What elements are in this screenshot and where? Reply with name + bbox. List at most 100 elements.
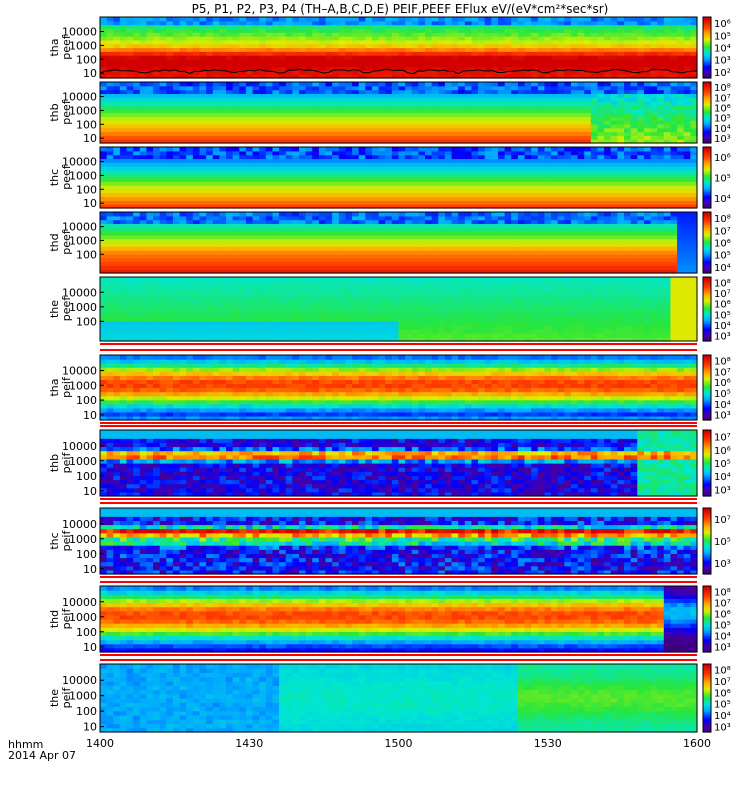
heatmap-cell [272, 177, 280, 182]
heatmap-cell [663, 17, 672, 22]
colorbar-cell [703, 183, 711, 186]
heatmap-cell [617, 47, 625, 52]
heatmap-cell [657, 147, 665, 152]
heatmap-cell [186, 192, 194, 198]
heatmap-cell [484, 89, 492, 95]
heatmap-cell [226, 51, 234, 56]
heatmap-cell [146, 43, 154, 49]
heatmap-cell [584, 169, 592, 175]
heatmap-cell [172, 47, 181, 52]
heatmap-cell [570, 185, 579, 190]
heatmap-cell [259, 231, 267, 236]
heatmap-cell [398, 108, 406, 114]
heatmap-cell [252, 97, 260, 102]
heatmap-cell [219, 242, 227, 247]
heatmap-cell [106, 47, 114, 52]
heatmap-cell [650, 147, 658, 152]
heatmap-cell [106, 39, 114, 45]
heatmap-cell [411, 82, 419, 87]
heatmap-cell [345, 51, 353, 56]
heatmap-cell [292, 28, 300, 33]
heatmap-cell [232, 127, 240, 133]
heatmap-cell [464, 162, 473, 167]
heatmap-cell [126, 135, 134, 140]
heatmap-cell [597, 162, 605, 167]
heatmap-cell [126, 265, 134, 270]
heatmap-cell [590, 47, 599, 52]
heatmap-cell [279, 250, 287, 255]
heatmap-cell [172, 32, 181, 37]
heatmap-cell [338, 62, 347, 68]
heatmap-cell [431, 120, 439, 125]
heatmap-cell [511, 62, 519, 68]
heatmap-cell [100, 20, 108, 26]
heatmap-cell [657, 89, 665, 95]
heatmap-cell [159, 104, 167, 110]
x-tick-label: 1530 [534, 737, 562, 750]
heatmap-cell [451, 89, 459, 95]
heatmap-cell [153, 242, 161, 247]
heatmap-cell [557, 162, 565, 167]
heatmap-cell [352, 58, 360, 64]
heatmap-cell [292, 154, 300, 160]
heatmap-cell [484, 162, 492, 167]
heatmap-cell [663, 112, 672, 117]
heatmap-cell [504, 93, 512, 98]
heatmap-cell [159, 66, 167, 71]
heatmap-cell [332, 108, 340, 114]
heatmap-cell [637, 192, 645, 198]
heatmap-cell [365, 173, 373, 179]
heatmap-cell [206, 85, 214, 91]
heatmap-cell [106, 219, 114, 225]
heatmap-cell [245, 166, 254, 171]
heatmap-cell [504, 120, 512, 125]
heatmap-cell [252, 127, 260, 133]
heatmap-cell [245, 66, 254, 71]
heatmap-cell [564, 36, 572, 41]
heatmap-cell [537, 17, 546, 22]
heatmap-cell [391, 185, 400, 190]
heatmap-cell [232, 123, 240, 129]
heatmap-cell [570, 66, 579, 71]
heatmap-cell [683, 123, 691, 129]
heatmap-cell [624, 150, 632, 156]
heatmap-cell [498, 188, 506, 194]
heatmap-cell [438, 36, 446, 41]
colorbar-cell [703, 120, 711, 123]
colorbar-cell [703, 30, 711, 33]
heatmap-cell [425, 181, 433, 186]
heatmap-cell [358, 58, 366, 64]
heatmap-cell [252, 261, 260, 266]
heatmap-cell [179, 74, 187, 79]
heatmap-cell [385, 17, 393, 22]
heatmap-cell [511, 93, 519, 98]
heatmap-cell [551, 131, 559, 136]
heatmap-cell [126, 181, 134, 186]
heatmap-cell [391, 196, 400, 201]
heatmap-cell [444, 154, 453, 160]
heatmap-cell [557, 154, 565, 160]
heatmap-cell [166, 212, 174, 217]
heatmap-cell [597, 55, 605, 60]
heatmap-cell [418, 85, 426, 91]
heatmap-cell [106, 169, 114, 175]
heatmap-cell [338, 28, 347, 33]
heatmap-cell [551, 82, 559, 87]
heatmap-cell [299, 173, 307, 179]
heatmap-cell [206, 242, 214, 247]
heatmap-cell [524, 89, 532, 95]
heatmap-cell [444, 123, 453, 129]
heatmap-cell [265, 177, 274, 182]
heatmap-cell [279, 185, 287, 190]
heatmap-cell [551, 135, 559, 140]
heatmap-cell [670, 66, 678, 71]
heatmap-cell [683, 147, 691, 152]
heatmap-cell [159, 192, 167, 198]
colorbar-cell [703, 39, 711, 43]
heatmap-cell [318, 74, 327, 79]
heatmap-cell [299, 204, 307, 209]
heatmap-cell [484, 200, 492, 205]
heatmap-cell [279, 227, 287, 232]
heatmap-cell [312, 101, 320, 106]
heatmap-cell [378, 177, 386, 182]
